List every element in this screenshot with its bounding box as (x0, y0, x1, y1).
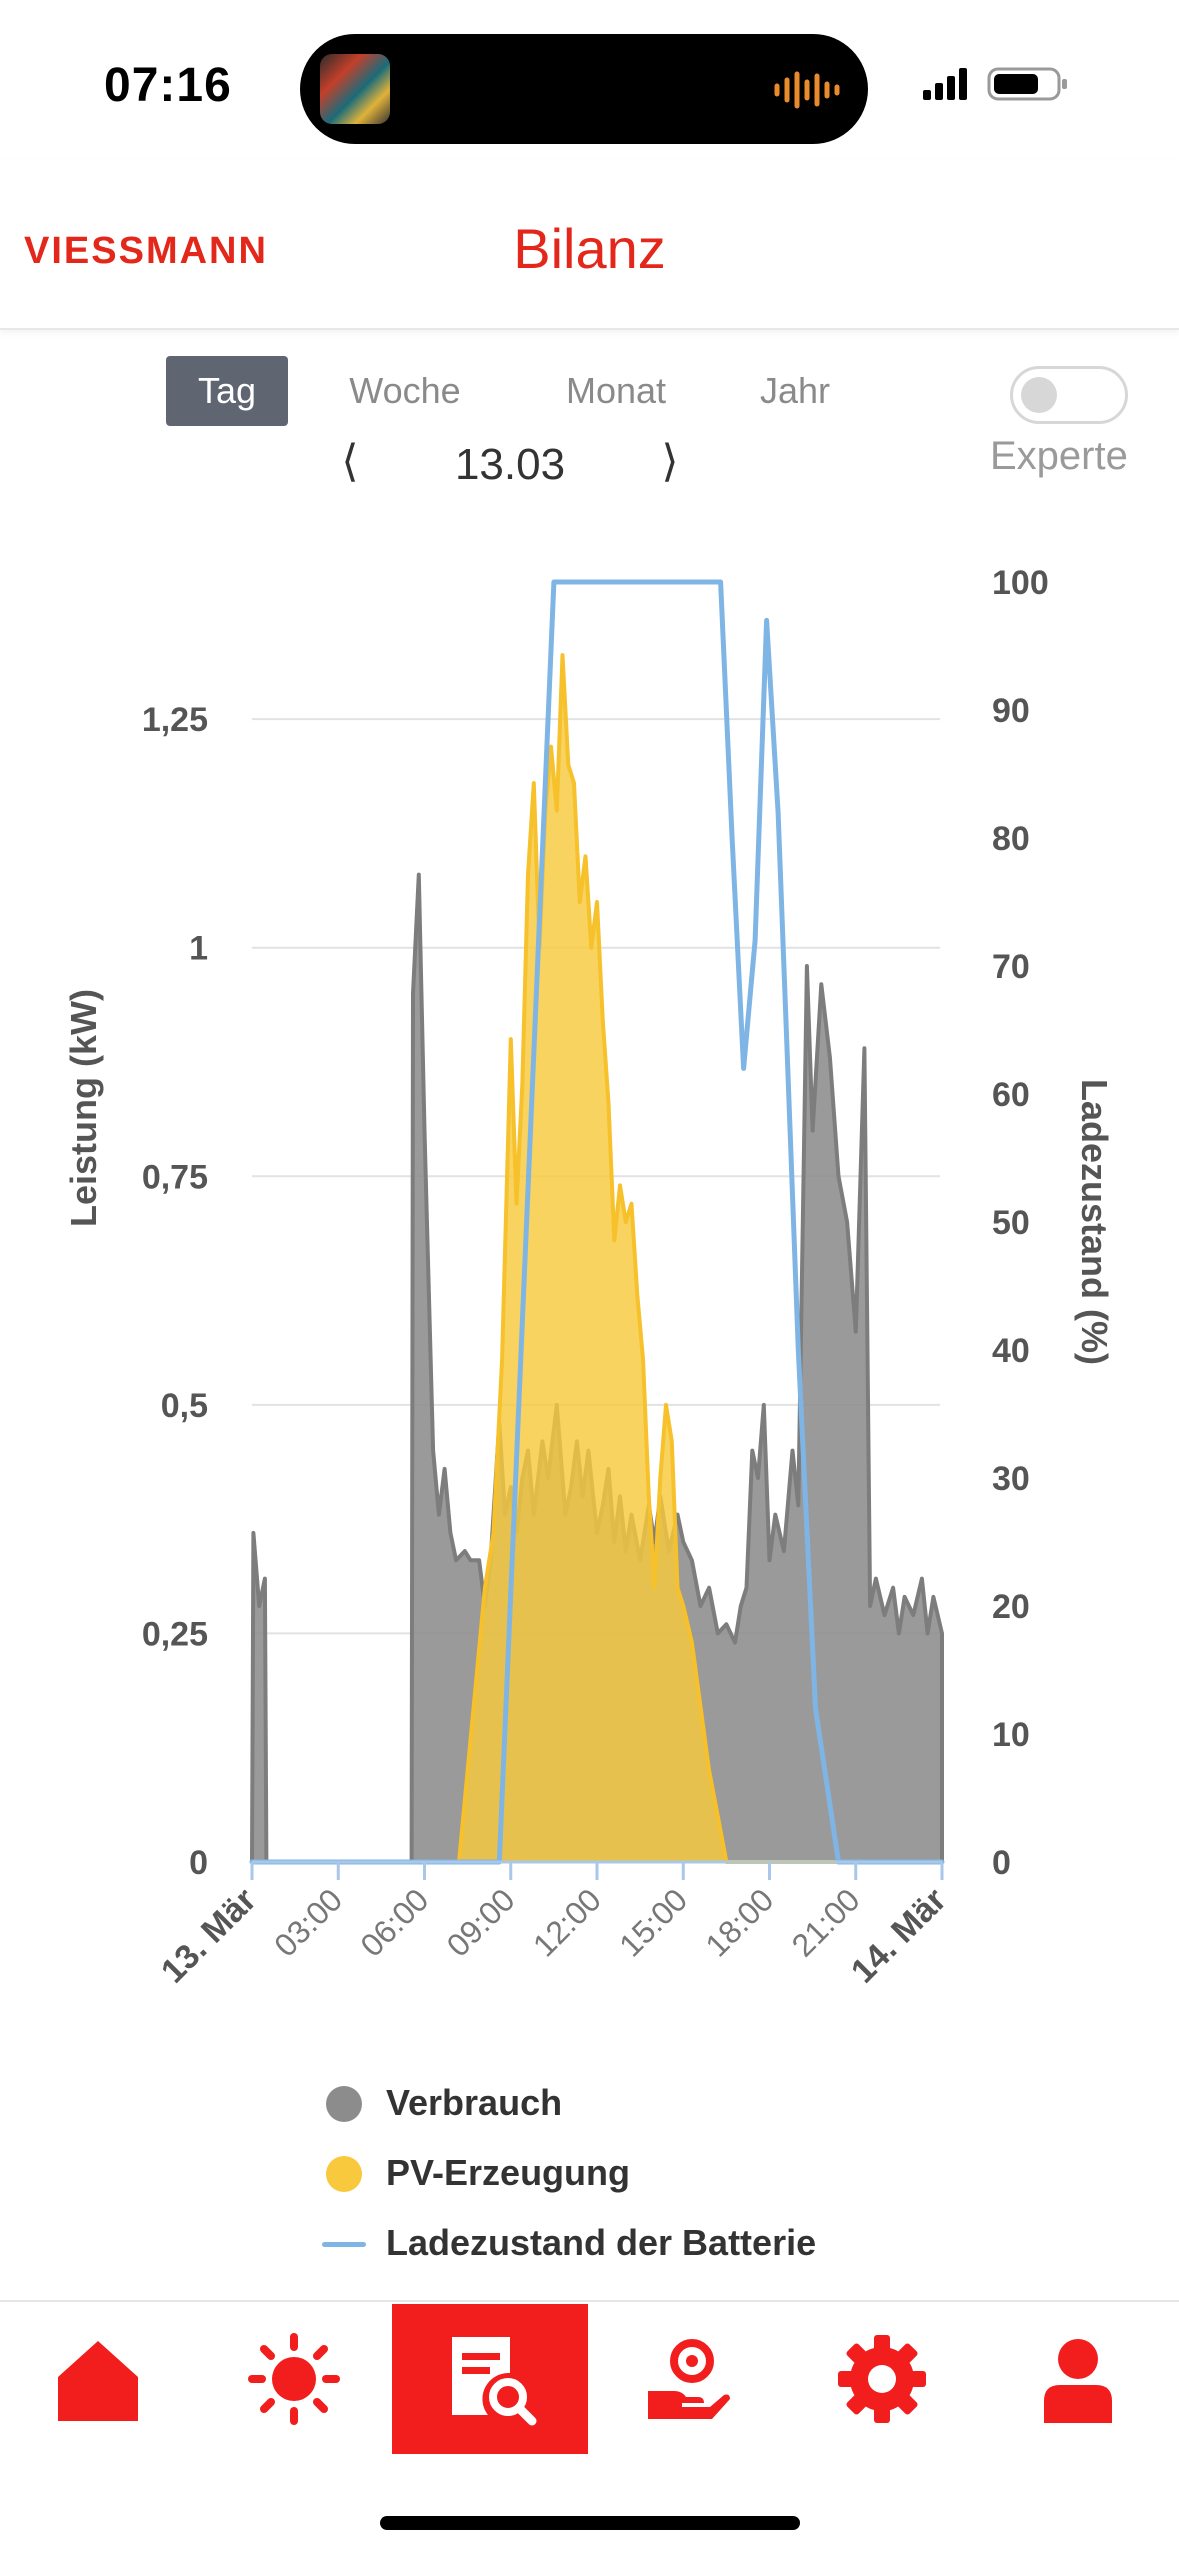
tab-tag[interactable]: Tag (166, 356, 288, 426)
nav-profile[interactable] (980, 2304, 1176, 2454)
tab-woche[interactable]: Woche (349, 370, 461, 411)
chart-lines (249, 579, 945, 1865)
x-axis-tick-label: 21:00 (785, 1881, 867, 1963)
battery-icon (987, 67, 1067, 101)
viessmann-logo: VIESSMANN (24, 230, 268, 272)
x-axis-tick-label: 14. Mär (844, 1881, 954, 1991)
right-axis-tick-label: 100 (992, 564, 1049, 602)
bottom-navigation (0, 2300, 1179, 2490)
left-axis-tick-label: 0 (189, 1844, 208, 1882)
dynamic-island[interactable] (300, 34, 868, 144)
expert-mode-label: Experte (990, 434, 1128, 478)
album-art-icon (320, 54, 390, 124)
page-title: Bilanz (513, 217, 666, 280)
legend-label: Ladezustand der Batterie (386, 2222, 817, 2263)
right-axis-tick-label: 60 (992, 1076, 1030, 1114)
previous-date-button[interactable]: ⟨ (341, 437, 359, 486)
legend-label: PV-Erzeugung (386, 2152, 631, 2193)
current-date: 13.03 (454, 440, 566, 489)
house-icon (58, 2341, 138, 2421)
toggle-knob (1021, 377, 1057, 413)
right-axis-tick-label: 80 (992, 820, 1030, 858)
x-axis-tick-label: 18:00 (698, 1881, 780, 1963)
left-axis-tick-label: 0,75 (142, 1158, 208, 1196)
x-axis-tick-label: 09:00 (440, 1881, 522, 1963)
x-axis-tick-label: 12:00 (526, 1881, 608, 1963)
date-navigator: ⟨ 13.03 ⟩ (330, 436, 690, 496)
status-time: 07:16 (104, 59, 232, 112)
next-date-button[interactable]: ⟩ (661, 437, 679, 486)
report-magnifier-icon (452, 2337, 537, 2426)
right-axis-tick-label: 90 (992, 692, 1030, 730)
left-axis-label: Leistung (kW) (63, 989, 104, 1227)
series-outline-pv-erzeugung (252, 653, 942, 1864)
hand-energy-icon (648, 2339, 730, 2419)
user-icon (1044, 2339, 1112, 2423)
right-axis-tick-label: 0 (992, 1844, 1011, 1882)
left-axis-tick-label: 1 (189, 930, 208, 968)
status-icons (923, 67, 1067, 101)
tab-monat[interactable]: Monat (565, 370, 667, 411)
legend-marker (326, 2086, 362, 2122)
right-axis-tick-label: 50 (992, 1204, 1030, 1242)
x-axis-tick-label: 03:00 (267, 1881, 349, 1963)
tab-jahr[interactable]: Jahr (759, 370, 831, 411)
expert-mode-toggle[interactable] (1010, 366, 1128, 424)
series-line-battery (249, 579, 945, 1865)
nav-home[interactable] (0, 2304, 196, 2454)
series-area-pv-erzeugung (252, 655, 942, 1862)
series-area-verbrauch (252, 874, 942, 1862)
nav-settings[interactable] (784, 2304, 980, 2454)
right-axis-tick-label: 40 (992, 1332, 1030, 1370)
legend-marker (326, 2156, 362, 2192)
sun-icon (248, 2333, 340, 2425)
nav-bilanz[interactable] (392, 2304, 588, 2454)
right-axis-tick-label: 30 (992, 1460, 1030, 1498)
nav-pv[interactable] (196, 2304, 392, 2454)
legend-marker (322, 2242, 366, 2247)
audio-wave-icon (774, 71, 840, 109)
left-axis-tick-label: 0,25 (142, 1615, 208, 1653)
home-indicator (380, 2516, 800, 2530)
right-axis-tick-label: 70 (992, 948, 1030, 986)
chart-areas (250, 653, 944, 1864)
nav-tariff[interactable] (588, 2304, 784, 2454)
cellular-signal-icon (923, 68, 967, 100)
x-axis-tick-label: 06:00 (353, 1881, 435, 1963)
balance-chart: 0 0,25 0,5 0,75 1 1,25 0 10 20 30 40 50 60 70 80 90 100 1… (63, 564, 1115, 1991)
left-axis-tick-label: 1,25 (142, 701, 208, 739)
right-axis-tick-label: 10 (992, 1716, 1030, 1754)
legend-label: Verbrauch (386, 2082, 563, 2123)
gear-icon (838, 2335, 926, 2423)
x-axis-tick-label: 13. Mär (154, 1881, 264, 1991)
status-bar: 07:16 (0, 0, 1179, 160)
right-axis-tick-label: 20 (992, 1588, 1030, 1626)
right-axis-label: Ladezustand (%) (1074, 1079, 1115, 1365)
left-axis-tick-label: 0,5 (161, 1387, 208, 1425)
app-header: VIESSMANN Bilanz (0, 160, 1179, 330)
x-axis-tick-label: 15:00 (612, 1881, 694, 1963)
